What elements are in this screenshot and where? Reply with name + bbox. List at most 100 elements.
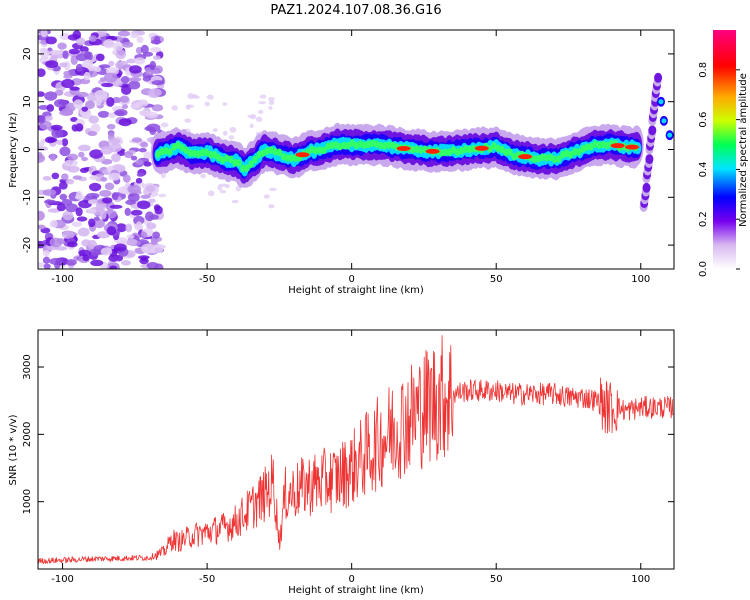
noise-blob (106, 226, 117, 236)
noise-blob (38, 105, 49, 110)
ridge-blob (212, 151, 218, 159)
ridge-blob (321, 146, 327, 155)
noise-blob (268, 97, 275, 102)
noise-blob (103, 72, 118, 83)
noise-blob (152, 244, 164, 253)
ridge-blob (349, 139, 355, 147)
noise-blob (127, 184, 142, 194)
noise-blob (123, 151, 134, 159)
ridge-blob (252, 155, 258, 164)
noise-blob (115, 49, 127, 60)
noise-blob (145, 184, 156, 193)
noise-blob (126, 234, 135, 239)
noise-blob (108, 172, 121, 181)
ridge-blob (373, 140, 380, 148)
ridge-blob (446, 148, 452, 157)
noise-blob (153, 204, 161, 211)
noise-blob (82, 59, 94, 68)
ridge-blob (244, 164, 250, 173)
ridge-blob (369, 139, 376, 148)
ridge-blob (604, 141, 610, 150)
ridge-blob (462, 145, 469, 154)
noise-blob (109, 204, 123, 209)
noise-blob (45, 36, 57, 45)
noise-blob (137, 200, 151, 210)
noise-blob (122, 174, 131, 183)
snr-panel: -100 -50 0 50 100 1000 2000 3000 Height of str… (8, 329, 675, 596)
noise-blob (96, 231, 111, 239)
noise-blob (150, 47, 162, 53)
noise-blob (66, 241, 78, 248)
noise-blob (143, 161, 152, 167)
noise-blob (101, 82, 114, 88)
noise-blob (114, 61, 125, 69)
ridge-blob (365, 140, 372, 149)
ridge-blob (564, 149, 570, 158)
ridge-blob (382, 142, 388, 150)
noise-blob (99, 209, 107, 220)
noise-blob (43, 199, 57, 204)
figure-title: PAZ1.2024.107.08.36.G16 (270, 3, 441, 18)
ridge-blob (357, 140, 363, 148)
noise-blob (88, 182, 102, 192)
ridge-blob (539, 153, 546, 162)
noise-blob (104, 182, 115, 191)
noise-blob (38, 91, 45, 97)
ridge-blob (232, 159, 238, 167)
ridge-blob (543, 153, 550, 162)
ridge-blob (167, 147, 173, 156)
noise-blob (150, 39, 162, 45)
noise-blob (40, 30, 48, 38)
noise-blob (263, 194, 270, 199)
colorbar-tick-label: 0.6 (698, 112, 709, 128)
noise-blob (258, 101, 267, 105)
noise-blob (108, 137, 121, 145)
noise-blob (100, 176, 108, 182)
ridge-blob (228, 155, 234, 164)
noise-blob (97, 110, 110, 118)
noise-blob (59, 109, 74, 116)
noise-blob (94, 66, 102, 73)
noise-blob (130, 209, 143, 216)
noise-blob (75, 123, 84, 132)
noise-blob (44, 115, 53, 121)
ridge-blob (654, 72, 663, 83)
ridge-blob (361, 141, 367, 150)
ridge-blob (418, 146, 424, 154)
noise-blob (95, 53, 105, 62)
ridge-blob (458, 146, 465, 155)
noise-blob (76, 91, 89, 98)
noise-blob (64, 159, 78, 167)
noise-blob (65, 259, 77, 266)
ridge-blob (264, 147, 270, 155)
noise-blob (134, 57, 145, 65)
noise-blob (140, 44, 149, 54)
ridge-blob (556, 155, 562, 163)
noise-blob (136, 100, 149, 107)
ridge-blob (345, 141, 351, 150)
ridge-blob (658, 99, 664, 105)
noise-blob (145, 69, 155, 75)
noise-blob (111, 153, 121, 163)
ridge-blob (648, 125, 657, 136)
noise-blob (249, 114, 257, 120)
noise-blob (103, 38, 115, 49)
noise-blob (102, 197, 113, 204)
ridge-blob (661, 118, 667, 124)
y-tick-label: -10 (22, 189, 33, 205)
ridge-blob (450, 146, 457, 154)
noise-blob (39, 47, 48, 53)
x-tick-label: -100 (51, 574, 74, 585)
snr-y-ticks: 1000 2000 3000 (22, 354, 674, 514)
ridge-blob (309, 145, 315, 154)
ridge-blob (224, 154, 230, 163)
noise-blob (135, 159, 144, 165)
ridge-blob (511, 152, 517, 161)
snr-x-axis-label: Height of straight line (km) (288, 585, 424, 596)
noise-blob (115, 223, 128, 233)
noise-blob (109, 265, 118, 269)
noise-blob (75, 63, 83, 72)
x-tick-label: 0 (348, 574, 354, 585)
y-tick-label: 10 (22, 95, 33, 108)
